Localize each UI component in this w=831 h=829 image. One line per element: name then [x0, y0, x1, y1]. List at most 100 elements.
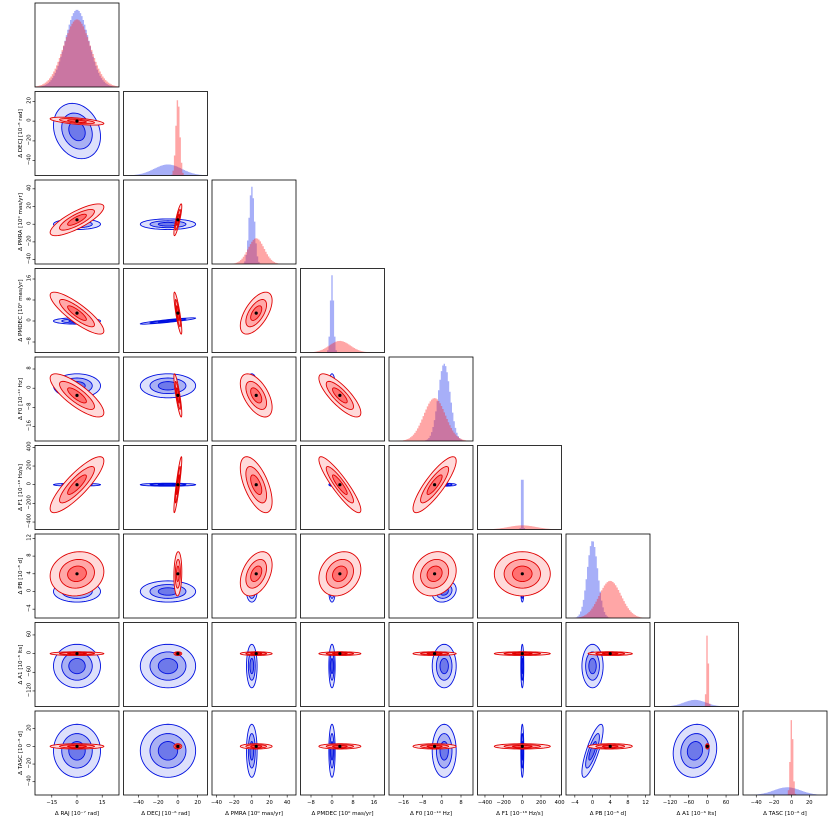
blue-contour-2 [588, 657, 597, 675]
panel-PMDEC-TASC: −8 0 8 16 Δ PMDEC [10⁰ mas/yr] [300, 710, 385, 817]
y-tick-label: 0 [27, 482, 33, 485]
blue-contour-2 [439, 657, 449, 675]
x-tick-label: 0 [440, 800, 443, 806]
y-tick-label: −4 [27, 604, 33, 612]
panel-DECJ-A1 [123, 622, 208, 707]
center-point [176, 311, 180, 315]
blue-contour-2 [157, 657, 179, 675]
hist-red-RAJ [35, 19, 119, 87]
blue-contour-2 [686, 741, 704, 761]
hist-blue-A1 [654, 699, 739, 707]
y-tick-label: −20 [27, 758, 33, 769]
panel-TASC-TASC: −40 −20 0 20 Δ TASC [10⁻⁶ d] [742, 710, 828, 817]
panel-F0-F0 [388, 356, 474, 442]
center-point [338, 572, 342, 576]
hist-red-F1 [477, 525, 562, 530]
blue-contour-2 [521, 657, 524, 675]
blue-contour-2 [68, 657, 86, 675]
y-tick-label: 8 [27, 297, 33, 300]
x-tick-label: −400 [478, 800, 492, 806]
y-tick-label: −200 [27, 495, 33, 509]
y-tick-label: −60 [27, 666, 33, 677]
center-point [75, 483, 79, 487]
panel-frame [654, 622, 739, 707]
center-point [75, 218, 79, 222]
center-point [520, 652, 524, 656]
y-tick-label: 200 [27, 460, 33, 470]
x-axis-label-PB: Δ PB [10⁻⁸ d] [590, 810, 627, 817]
panel-PMDEC-F0 [300, 356, 385, 442]
y-tick-label: 40 [27, 185, 33, 192]
panel-frame [388, 710, 474, 796]
hist-red-DECJ [123, 100, 208, 176]
y-tick-label: −400 [27, 514, 33, 528]
x-axis-label-F0: Δ F0 [10⁻¹⁰ Hz] [410, 810, 452, 817]
x-tick-label: −4 [571, 800, 579, 806]
center-point [75, 119, 79, 123]
x-tick-label: 400 [555, 800, 565, 806]
center-point [176, 652, 180, 656]
panel-frame [123, 268, 208, 353]
y-tick-label: 0 [27, 386, 33, 389]
panel-F0-TASC: −16 −8 0 8 Δ F0 [10⁻¹⁰ Hz] [388, 710, 474, 817]
panel-frame [300, 445, 385, 530]
panel-F1-TASC: −400 −200 0 200 400 Δ F1 [10⁻¹⁸ Hz/s] [477, 710, 565, 817]
y-axis-label-PMDEC: Δ PMDEC [10⁰ mas/yr] [17, 279, 24, 341]
y-tick-label: 0 [27, 744, 33, 747]
y-tick-label: 4 [27, 570, 33, 574]
x-tick-label: 0 [75, 800, 78, 806]
panel-frame [34, 179, 120, 265]
y-axis-label-F1: Δ F1 [10⁻¹⁸ Hz/s] [17, 464, 24, 511]
x-tick-label: 16 [371, 800, 378, 806]
hist-blue-F1 [477, 479, 562, 530]
panel-frame [565, 710, 651, 796]
blue-contour-2 [157, 381, 179, 391]
center-point [433, 572, 437, 576]
panel-frame [565, 622, 651, 707]
y-tick-label: 20 [27, 97, 33, 104]
center-point [75, 311, 79, 315]
x-tick-label: −20 [768, 800, 779, 806]
center-point [176, 744, 180, 748]
center-point [338, 483, 342, 487]
panel-DECJ-PMRA [123, 179, 208, 265]
x-axis-label-F1: Δ F1 [10⁻¹⁸ Hz/s] [496, 810, 543, 817]
panel-PB-A1 [565, 622, 651, 707]
panel-DECJ-DECJ [123, 91, 208, 176]
blue-contour-2 [157, 741, 179, 761]
panel-frame [34, 91, 120, 176]
x-axis-label-A1: Δ A1 [10⁻⁶ lts] [677, 810, 717, 817]
y-tick-label: 0 [27, 651, 33, 654]
panel-frame [300, 622, 385, 707]
center-point [176, 483, 180, 487]
center-point [608, 744, 612, 748]
panel-frame [742, 710, 828, 796]
panel-frame [477, 533, 562, 619]
x-tick-label: 8 [626, 800, 629, 806]
x-tick-label: −20 [229, 800, 240, 806]
y-tick-label: −40 [27, 253, 33, 264]
center-point [520, 572, 524, 576]
x-tick-label: −60 [683, 800, 694, 806]
hist-blue-TASC [743, 787, 827, 795]
panel-PMDEC-PB [300, 533, 385, 619]
y-axis-label-TASC: Δ TASC [10⁻⁶ d] [17, 731, 24, 775]
y-tick-label: −16 [27, 420, 33, 431]
hist-blue-F0 [389, 363, 473, 441]
y-tick-label: 60 [27, 631, 33, 638]
y-tick-label: −20 [27, 134, 33, 145]
blue-contour-2 [330, 657, 334, 675]
panel-frame [388, 622, 474, 707]
y-tick-label: 0 [27, 118, 33, 121]
panel-frame [34, 445, 120, 530]
panel-RAJ-F1: −400 −200 0 200 400 Δ F1 [10⁻¹⁸ Hz/s] [17, 441, 120, 530]
panel-frame [300, 533, 385, 619]
x-tick-label: −40 [751, 800, 762, 806]
panel-frame [300, 268, 385, 353]
panel-F1-A1 [477, 622, 562, 707]
x-tick-label: 0 [591, 800, 594, 806]
y-tick-label: 12 [27, 534, 33, 541]
panel-frame [123, 91, 208, 176]
x-tick-label: 60 [723, 800, 730, 806]
panel-frame [300, 356, 385, 442]
